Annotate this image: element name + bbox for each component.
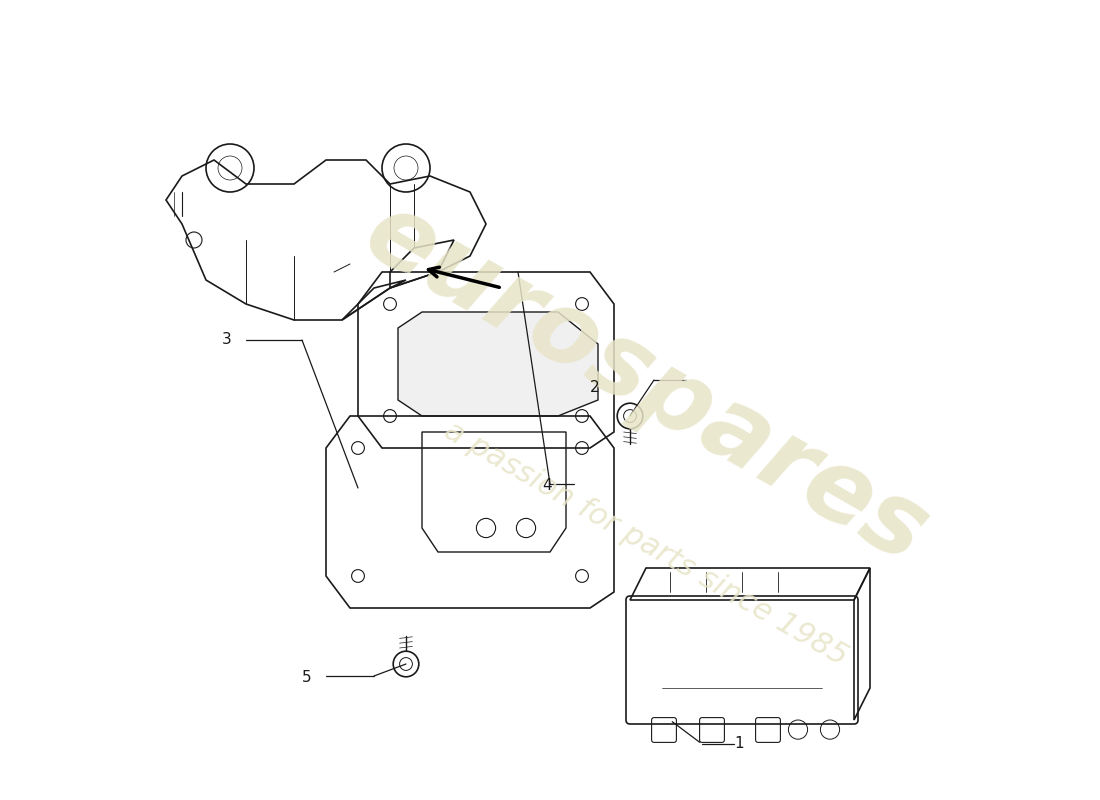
Text: 5: 5 xyxy=(302,670,311,685)
Text: 2: 2 xyxy=(590,380,600,395)
Text: 1: 1 xyxy=(734,736,744,751)
Text: eurospares: eurospares xyxy=(348,184,944,584)
Text: a passion for parts since 1985: a passion for parts since 1985 xyxy=(439,416,852,672)
Text: 3: 3 xyxy=(222,332,232,347)
Text: 4: 4 xyxy=(542,478,551,493)
Polygon shape xyxy=(398,312,598,416)
